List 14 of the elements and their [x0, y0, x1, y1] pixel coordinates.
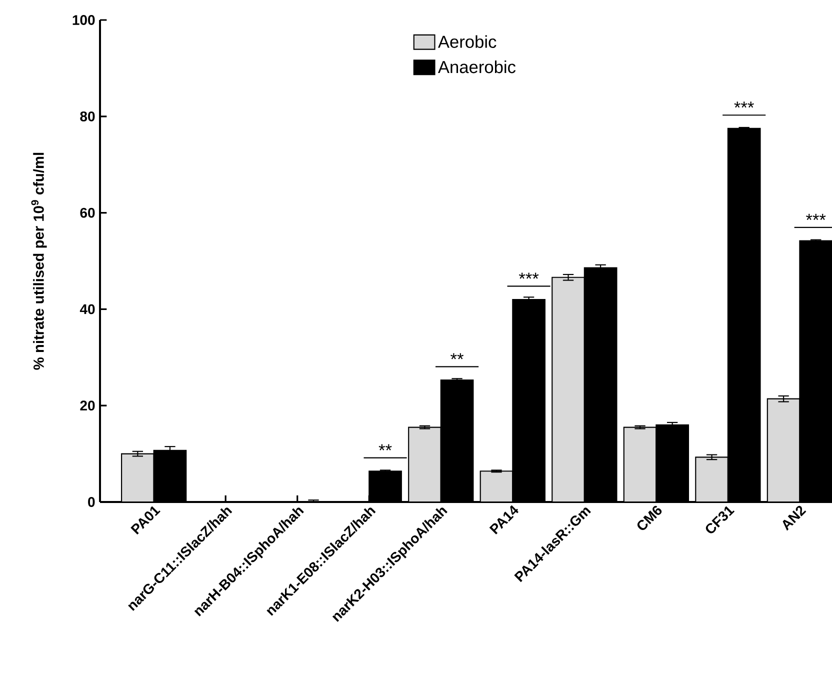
legend-label: Aerobic	[438, 35, 496, 48]
y-tick-label: 40	[80, 304, 95, 314]
annotation: ***	[806, 214, 826, 220]
y-axis-title: % nitrate utilised per 10$^{9}$ cfu/ml	[31, 152, 47, 370]
y-tick-label: 100	[72, 15, 95, 25]
y-tick-label: 0	[88, 497, 95, 507]
annotation: **	[450, 353, 464, 360]
y-tick-label: 80	[80, 111, 95, 122]
y-tick-label: 20	[80, 400, 95, 411]
annotation: **	[378, 444, 392, 450]
annotation: ***	[734, 102, 754, 108]
annotation: ***	[518, 272, 539, 279]
legend-label: Anaerobic	[438, 60, 516, 74]
y-tick-label: 60	[80, 208, 95, 218]
